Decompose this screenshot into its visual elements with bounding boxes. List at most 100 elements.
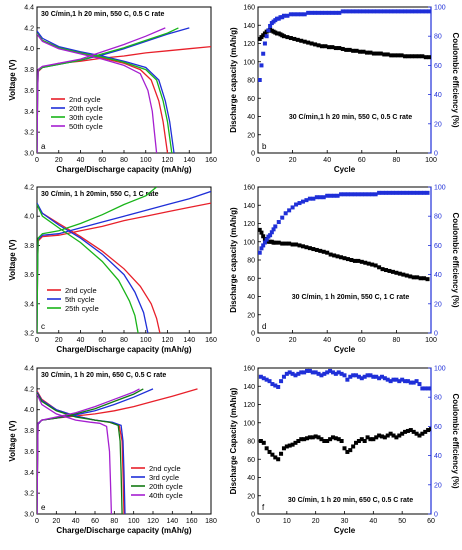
efficiency-point	[375, 9, 380, 14]
y-tick-label: 0	[251, 151, 255, 158]
x-tick-label: 0	[35, 157, 39, 164]
capacity-point	[391, 433, 396, 438]
capacity-point	[349, 258, 354, 262]
capacity-point	[344, 47, 349, 52]
y-tick-label: 80	[247, 258, 255, 265]
y2-tick-label: 0	[434, 512, 438, 519]
capacity-point	[370, 262, 375, 267]
y2-tick-label: 20	[434, 482, 442, 489]
capacity-point	[333, 436, 338, 441]
x-tick-label: 80	[393, 157, 401, 164]
legend-label: 25th cycle	[65, 304, 99, 313]
efficiency-point	[391, 377, 396, 382]
y-tick-label: 40	[247, 114, 255, 121]
legend-label: 20th cycle	[69, 104, 103, 113]
x-tick-label: 40	[323, 157, 331, 164]
efficiency-point	[374, 374, 379, 379]
efficiency-point	[361, 9, 366, 14]
capacity-point	[302, 39, 307, 44]
capacity-point	[299, 38, 304, 43]
x-tick-label: 180	[205, 518, 217, 525]
efficiency-point	[313, 10, 318, 15]
efficiency-point	[307, 368, 312, 373]
capacity-point	[305, 436, 310, 441]
legend-label: 2nd cycle	[149, 464, 181, 473]
efficiency-point	[371, 374, 376, 379]
capacity-point	[366, 261, 371, 266]
y-axis-label: Voltage (V)	[8, 420, 17, 462]
efficiency-point	[304, 198, 309, 203]
panel-title: 30 C/min, 1 h 20min, 550 C, 1 C rate	[41, 191, 159, 198]
capacity-point	[321, 249, 326, 254]
efficiency-point	[356, 192, 361, 197]
capacity-point	[314, 247, 319, 252]
capacity-point	[300, 244, 305, 249]
panel-b: 0 20 40 60 80 100020406080100120140160CycleDi…	[229, 5, 460, 175]
panel-letter: f	[262, 503, 265, 512]
capacity-point	[332, 253, 337, 258]
y-tick-label: 140	[243, 23, 255, 30]
x-tick-label: 40	[72, 518, 80, 525]
efficiency-point	[261, 51, 266, 56]
capacity-point	[399, 53, 404, 58]
capacity-point	[363, 260, 368, 265]
efficiency-point	[354, 9, 359, 14]
capacity-point	[309, 41, 314, 46]
efficiency-point	[336, 370, 341, 375]
capacity-point	[387, 268, 392, 273]
legend-label: 40th cycle	[149, 491, 183, 500]
efficiency-point	[322, 371, 327, 376]
y-axis-label: Discharge capacity (mAh/g)	[229, 207, 238, 313]
efficiency-point	[276, 384, 281, 389]
efficiency-point	[335, 193, 340, 198]
efficiency-point	[340, 9, 345, 14]
capacity-point	[351, 48, 356, 53]
y-tick-label: 3.4	[24, 109, 34, 116]
capacity-point	[416, 54, 421, 59]
x-tick-label: 20	[52, 518, 60, 525]
capacity-point	[313, 42, 318, 47]
efficiency-point	[273, 383, 278, 388]
capacity-point	[325, 439, 330, 443]
capacity-point	[288, 36, 293, 41]
legend-label: 2nd cycle	[65, 286, 97, 295]
capacity-point	[408, 274, 413, 279]
series-group	[37, 388, 198, 514]
efficiency-point	[345, 377, 350, 382]
plot-frame	[257, 6, 432, 154]
panel-c: 0 20 40 60 80 100 120 140 160 3.2 3.4 3.6 3.8 4.0 4.2 C…	[8, 185, 217, 355]
y2-axis-label: Coulombic efficiency (%)	[451, 393, 460, 488]
capacity-point	[359, 437, 364, 442]
capacity-point	[365, 435, 370, 440]
x-tick-label: 100	[140, 337, 152, 344]
x-tick-label: 60	[358, 157, 366, 164]
capacity-point	[392, 53, 397, 58]
efficiency-point	[422, 190, 427, 195]
capacity-point	[385, 433, 390, 438]
x-axis-label: Cycle	[334, 526, 356, 535]
efficiency-point	[394, 377, 399, 382]
efficiency-point	[420, 386, 425, 391]
capacity-point	[347, 47, 352, 52]
capacity-point	[373, 263, 378, 268]
legend-label: 2nd cycle	[69, 95, 101, 104]
y-tick-label: 20	[247, 132, 255, 139]
y-tick-label: 4.2	[24, 185, 34, 192]
capacity-point	[316, 435, 321, 440]
efficiency-point	[414, 379, 419, 384]
panel-letter: c	[41, 322, 45, 331]
capacity-point	[319, 437, 324, 442]
x-tick-label: 30	[341, 518, 349, 525]
efficiency-point	[269, 230, 274, 235]
capacity-point	[330, 45, 335, 50]
capacity-point	[423, 55, 428, 60]
capacity-point	[340, 46, 345, 51]
efficiency-point	[271, 227, 276, 232]
capacity-point	[294, 242, 299, 247]
y-tick-label: 3.6	[24, 449, 34, 456]
panel-e: 0 20 40 60 80 100 120 140 160 180 3.0 3.2 3.4 3.6 3.8 4…	[8, 366, 217, 536]
y-tick-label: 60	[247, 276, 255, 283]
capacity-point	[345, 257, 350, 262]
efficiency-point	[354, 373, 359, 378]
efficiency-point	[429, 386, 431, 391]
